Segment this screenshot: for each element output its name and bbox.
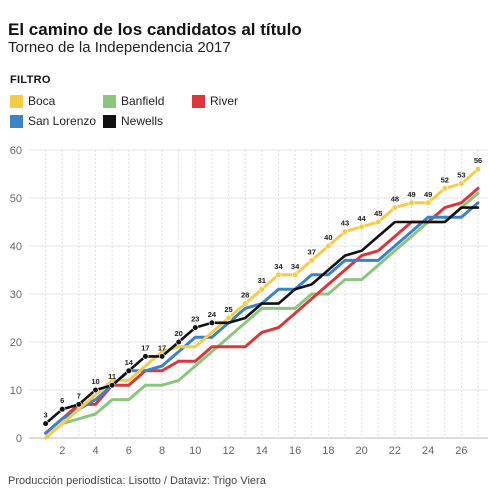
filter-item-newells[interactable]: Newells [103, 114, 163, 128]
data-label: 17 [141, 343, 149, 352]
data-label: 40 [324, 233, 332, 242]
x-tick-label: 10 [189, 445, 201, 457]
y-tick-label: 0 [16, 433, 22, 445]
y-tick-label: 50 [10, 193, 22, 205]
data-label: 49 [407, 190, 415, 199]
data-label: 24 [208, 310, 217, 319]
newells-swatch [103, 114, 116, 128]
newells-line [44, 206, 480, 425]
data-label: 25 [224, 305, 232, 314]
data-point [175, 338, 182, 346]
x-tick-label: 6 [126, 445, 132, 457]
data-point [59, 406, 66, 413]
river-line [44, 186, 480, 435]
data-label: 49 [424, 190, 432, 199]
x-tick-label: 4 [92, 445, 98, 457]
y-tick-label: 30 [10, 289, 22, 301]
river-swatch [192, 94, 205, 108]
y-tick-label: 60 [10, 145, 22, 157]
x-tick-label: 2 [59, 445, 65, 457]
data-point [425, 199, 432, 206]
data-label: 20 [175, 329, 183, 338]
data-label: 43 [341, 219, 349, 228]
banfield-swatch [103, 94, 116, 108]
data-point [441, 185, 448, 192]
data-label: 52 [441, 175, 449, 184]
data-point [358, 223, 365, 230]
x-tick-label: 26 [455, 445, 467, 457]
data-label: 45 [374, 209, 382, 218]
data-label: 34 [291, 262, 300, 271]
data-point [375, 218, 382, 226]
x-tick-label: 16 [289, 445, 301, 457]
data-point [242, 300, 249, 307]
y-tick-label: 20 [10, 337, 22, 349]
data-label: 14 [125, 358, 134, 367]
data-point [158, 353, 166, 360]
filter-item-label: Newells [121, 114, 164, 128]
filter-item-san-lorenzo[interactable]: San Lorenzo [10, 114, 96, 128]
data-label: 37 [308, 247, 316, 256]
data-point [458, 180, 465, 187]
data-label: 31 [258, 276, 266, 285]
san-lorenzo-swatch [10, 114, 23, 128]
chart-subtitle: Torneo de la Independencia 2017 [8, 39, 231, 56]
filter-item-label: River [210, 94, 239, 108]
data-point [208, 319, 216, 326]
data-point [92, 386, 99, 394]
filter-item-banfield[interactable]: Banfield [103, 94, 164, 108]
data-point [192, 324, 199, 331]
data-label: 10 [91, 377, 99, 386]
data-point [341, 228, 349, 235]
data-point [125, 367, 132, 374]
data-point [291, 271, 299, 278]
x-tick-label: 18 [322, 445, 334, 457]
data-label: 7 [77, 391, 81, 400]
data-label: 48 [391, 195, 399, 204]
data-label: 56 [474, 156, 482, 165]
filter-item-river[interactable]: River [192, 94, 238, 108]
data-label: 44 [357, 214, 366, 223]
data-point [325, 242, 332, 250]
data-point [275, 271, 282, 278]
y-tick-label: 10 [10, 385, 22, 397]
x-tick-label: 22 [389, 445, 401, 457]
data-point [474, 166, 482, 173]
data-label: 34 [274, 262, 283, 271]
data-label: 17 [158, 343, 166, 352]
boca-swatch [10, 94, 23, 108]
data-point [225, 314, 232, 322]
filter-label: FILTRO [10, 74, 51, 86]
x-tick-label: 12 [222, 445, 234, 457]
data-label: 3 [44, 411, 48, 420]
data-label: 11 [108, 372, 116, 381]
data-label: 6 [60, 396, 64, 405]
filter-item-label: San Lorenzo [28, 114, 97, 128]
x-tick-label: 20 [355, 445, 367, 457]
chart-title: El camino de los candidatos al título [8, 20, 302, 39]
banfield-line [44, 191, 480, 440]
data-point [391, 204, 398, 211]
data-point [42, 420, 49, 427]
filter-item-boca[interactable]: Boca [10, 94, 55, 108]
data-point [258, 286, 265, 293]
x-tick-label: 14 [256, 445, 268, 457]
data-point [75, 401, 82, 408]
data-point [109, 382, 116, 389]
y-tick-label: 40 [10, 241, 22, 253]
filter-item-label: Boca [28, 94, 56, 108]
footer-credit: Producción periodística: Lisotto / Datav… [8, 475, 266, 487]
data-label: 23 [191, 315, 199, 324]
x-tick-label: 24 [422, 445, 434, 457]
filter-item-label: Banfield [121, 94, 165, 108]
data-point [142, 353, 149, 360]
data-point [408, 199, 415, 206]
x-tick-label: 8 [159, 445, 165, 457]
data-point [308, 257, 315, 264]
data-label: 28 [241, 291, 249, 300]
data-label: 53 [457, 171, 465, 180]
